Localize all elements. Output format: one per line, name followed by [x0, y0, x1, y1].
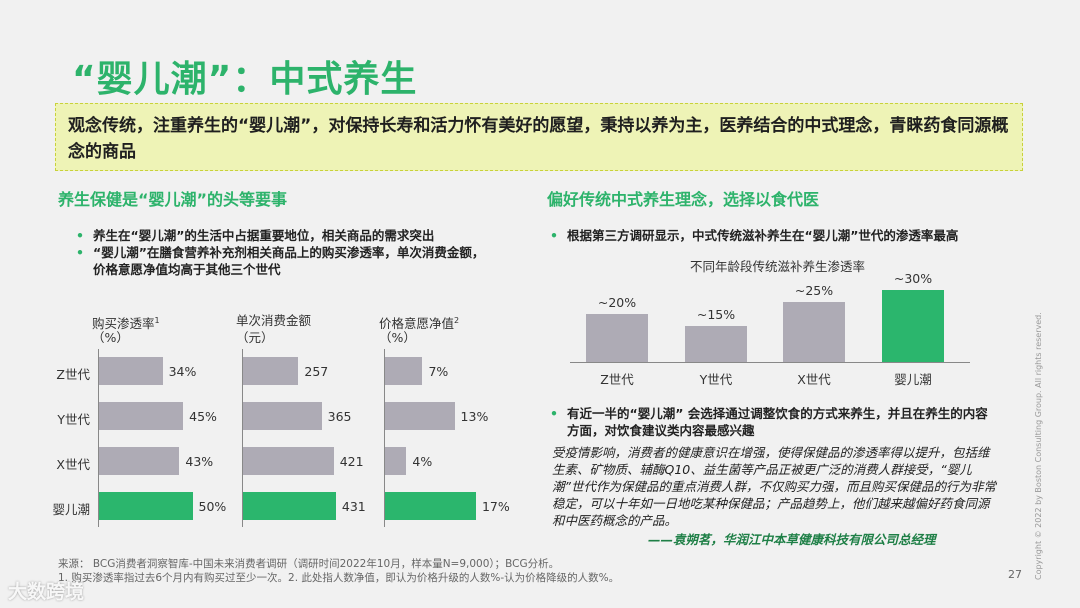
vbar-value-z: ~20% — [597, 295, 637, 310]
bar-value-boomer: 431 — [341, 499, 366, 514]
bar-z — [385, 357, 423, 385]
chart-axis — [98, 349, 99, 527]
footnote: 来源： BCG消费者洞察智库-中国未来消费者调研（调研时间2022年10月，样本… — [58, 557, 619, 585]
page-number: 27 — [1008, 568, 1022, 581]
right-bullet-1-text: 根据第三方调研显示，中式传统滋补养生在“婴儿潮”世代的渗透率最高 — [567, 228, 959, 243]
right-bullet-2-text: 有近一半的“婴儿潮” 会选择通过调整饮食的方式来养生，并且在养生的内容方面，对饮… — [567, 406, 988, 438]
bullet-dot-icon: • — [76, 245, 84, 260]
bullet-dot-icon: • — [550, 406, 558, 421]
bar-value-boomer: 50% — [198, 499, 227, 514]
right-section-heading: 偏好传统中式养生理念，选择以食代医 — [547, 190, 820, 209]
bar-value-y: 13% — [460, 409, 489, 424]
chart-axis — [242, 349, 243, 527]
bar-z — [99, 357, 163, 385]
footnote-source: 来源： BCG消费者洞察智库-中国未来消费者调研（调研时间2022年10月，样本… — [58, 558, 560, 570]
vbar-value-x: ~25% — [794, 283, 834, 298]
chart-title: 不同年龄段传统滋补养生渗透率 — [690, 259, 866, 274]
bar-y — [385, 402, 455, 430]
vbar-x — [783, 302, 845, 362]
bar-value-x: 4% — [412, 454, 433, 469]
left-section-heading: 养生保健是“婴儿潮”的头等要事 — [58, 190, 288, 209]
chart-title: 价格意愿净值2 — [379, 313, 459, 332]
bar-value-z: 34% — [168, 364, 197, 379]
bar-boomer — [243, 492, 336, 520]
bar-value-y: 365 — [327, 409, 352, 424]
vbar-value-y: ~15% — [696, 307, 736, 322]
bar-x — [243, 447, 334, 475]
left-bullet-2-text: “婴儿潮”在膳食营养补充剂相关商品上的购买渗透率，单次消费金额，价格意愿净值均高… — [93, 245, 485, 277]
footnote-notes: 1. 购买渗透率指过去6个月内有购买过至少一次。2. 此处指人数净值，即认为价格… — [58, 572, 620, 584]
expert-quote: 受疫情影响，消费者的健康意识在增强，使得保健品的渗透率得以提升，包括维生素、矿物… — [552, 445, 996, 528]
vbar-boomer — [882, 290, 944, 362]
chart-title: 购买渗透率1 — [92, 313, 160, 332]
bar-z — [243, 357, 299, 385]
bar-y — [243, 402, 322, 430]
left-bullet-1-text: 养生在“婴儿潮”的生活中占据重要地位，相关商品的需求突出 — [93, 228, 435, 243]
bar-x — [385, 447, 407, 475]
vbar-z — [586, 314, 648, 362]
right-bullet-1: • 根据第三方调研显示，中式传统滋补养生在“婴儿潮”世代的渗透率最高 — [550, 227, 997, 244]
right-bullet-2: • 有近一半的“婴儿潮” 会选择通过调整饮食的方式来养生，并且在养生的内容方面，… — [550, 405, 997, 439]
bar-boomer — [385, 492, 476, 520]
bar-value-x: 421 — [339, 454, 364, 469]
vcat-z: Z世代 — [600, 372, 634, 387]
bar-value-z: 257 — [304, 364, 329, 379]
chart-baseline — [570, 362, 970, 363]
watermark-logo: 大数跨境 — [8, 581, 85, 603]
row-label-boomer: 婴儿潮 — [52, 502, 90, 517]
row-label-y: Y世代 — [57, 412, 90, 427]
quote-author: ——袁朔茗，华润江中本草健康科技有限公司总经理 — [648, 532, 936, 547]
chart-title-text: 价格意愿净值 — [379, 316, 455, 332]
bar-value-boomer: 17% — [481, 499, 510, 514]
summary-box: 观念传统，注重养生的“婴儿潮”，对保持长寿和活力怀有美好的愿望，秉持以养为主，医… — [55, 103, 1023, 171]
vcat-y: Y世代 — [699, 372, 733, 387]
chart-unit: （元） — [236, 330, 274, 345]
bar-y — [99, 402, 184, 430]
bullet-dot-icon: • — [550, 228, 558, 243]
bar-boomer — [99, 492, 193, 520]
chart-title-sup: 1 — [154, 316, 160, 325]
row-label-z: Z世代 — [56, 367, 90, 382]
row-label-x: X世代 — [56, 457, 90, 472]
left-bullet-2: • “婴儿潮”在膳食营养补充剂相关商品上的购买渗透率，单次消费金额，价格意愿净值… — [76, 244, 493, 278]
chart-title-text: 购买渗透率 — [92, 316, 155, 332]
bar-x — [99, 447, 180, 475]
copyright-notice: Copyright © 2022 by Boston Consulting Gr… — [1034, 312, 1043, 580]
page-title: “婴儿潮”：中式养生 — [72, 59, 418, 100]
chart-unit: （%） — [379, 330, 416, 345]
bar-value-x: 43% — [185, 454, 214, 469]
chart-title: 单次消费金额 — [236, 313, 312, 328]
bullet-dot-icon: • — [76, 228, 84, 243]
bar-value-z: 7% — [428, 364, 449, 379]
chart-axis — [384, 349, 385, 527]
chart-unit: （%） — [92, 330, 129, 345]
left-bullet-1: • 养生在“婴儿潮”的生活中占据重要地位，相关商品的需求突出 — [76, 227, 493, 244]
chart-title-sup: 2 — [454, 316, 460, 325]
vcat-boomer: 婴儿潮 — [894, 372, 932, 387]
vcat-x: X世代 — [797, 372, 831, 387]
vbar-value-boomer: ~30% — [893, 271, 933, 286]
vbar-y — [685, 326, 747, 362]
bar-value-y: 45% — [189, 409, 217, 424]
